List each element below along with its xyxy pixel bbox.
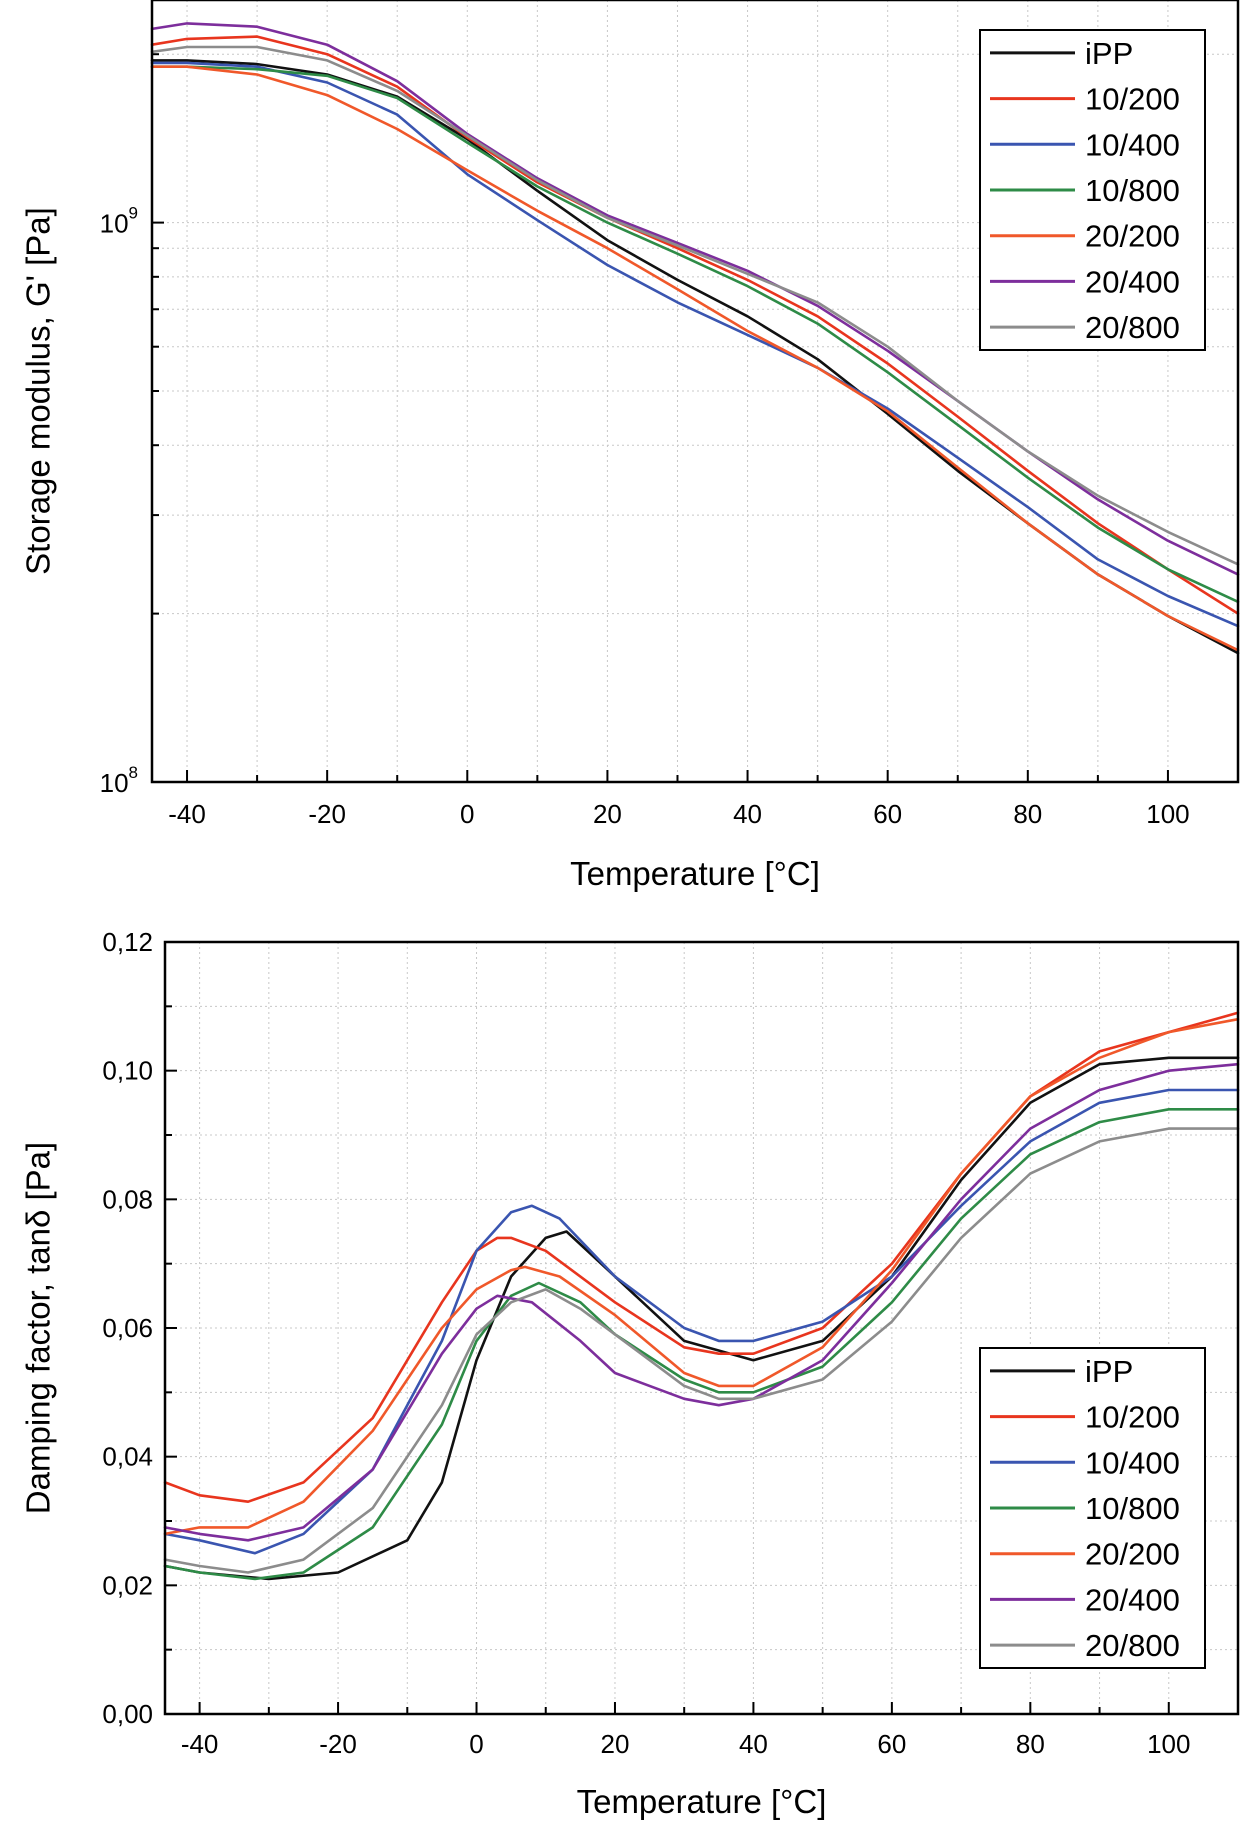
legend-label: 20/400 (1085, 1582, 1180, 1617)
legend-label: 20/800 (1085, 1628, 1180, 1663)
legend-label: 10/800 (1085, 173, 1180, 208)
y-tick-label: 109 (100, 204, 138, 239)
y-axis-title: Storage modulus, G' [Pa] (20, 207, 57, 575)
y-tick-label: 0,12 (102, 927, 153, 957)
x-tick-label: 60 (877, 1729, 906, 1759)
series-line-20-200 (163, 1017, 1240, 1536)
legend-label: iPP (1085, 1354, 1133, 1389)
x-tick-label: 20 (601, 1729, 630, 1759)
series-line-20-800 (150, 45, 1240, 566)
legend-label: 20/400 (1085, 264, 1180, 299)
y-axis: 0,00 0,02 0,04 0,06 0,08 0,10 0,12 (102, 927, 177, 1729)
x-tick-label: 20 (593, 799, 622, 829)
legend-label: 10/400 (1085, 1445, 1180, 1480)
series-group (163, 1011, 1240, 1581)
y-tick-label: 0,02 (102, 1570, 153, 1600)
y-tick-label: 108 (100, 763, 138, 798)
x-tick-label: -40 (168, 799, 206, 829)
y-tick-label: 0,00 (102, 1699, 153, 1729)
x-tick-label: 0 (460, 799, 474, 829)
legend-label: 10/200 (1085, 82, 1180, 117)
x-tick-label: 80 (1016, 1729, 1045, 1759)
x-tick-label: 60 (873, 799, 902, 829)
series-line-10-200 (150, 35, 1240, 615)
x-tick-label: 80 (1013, 799, 1042, 829)
y-tick-label: 0,04 (102, 1442, 153, 1472)
x-axis-title: Temperature [°C] (577, 1783, 827, 1820)
x-axis-title: Temperature [°C] (570, 855, 820, 892)
legend: iPP 10/200 10/400 10/800 20/200 20/400 20/800 (979, 1347, 1206, 1669)
x-tick-label: 100 (1147, 1729, 1190, 1759)
legend-label: 10/800 (1085, 1491, 1180, 1526)
y-axis-title: Damping factor, tanδ [Pa] (20, 1142, 57, 1514)
series-line-20-200 (150, 65, 1240, 652)
x-axis: -40 -20 0 20 40 60 80 100 (181, 1702, 1239, 1759)
x-axis: -40 -20 0 20 40 60 80 100 (168, 770, 1239, 829)
series-line-10-800 (150, 65, 1240, 604)
y-tick-label: 0,08 (102, 1184, 153, 1214)
series-line-20-400 (163, 1062, 1240, 1542)
x-tick-label: -20 (319, 1729, 357, 1759)
x-tick-label: 100 (1146, 799, 1189, 829)
x-tick-label: -40 (181, 1729, 219, 1759)
storage-modulus-chart: -40 -20 0 20 40 60 80 100 Temperature [°C] 108 109… (20, 0, 1240, 892)
x-tick-label: 40 (739, 1729, 768, 1759)
y-axis: 108 109 (100, 53, 164, 798)
legend-label: iPP (1085, 36, 1133, 71)
legend-label: 20/800 (1085, 310, 1180, 345)
y-tick-label: 0,10 (102, 1056, 153, 1086)
x-tick-label: 0 (469, 1729, 483, 1759)
legend-label: 10/200 (1085, 1400, 1180, 1435)
legend: iPP 10/200 10/400 10/800 20/200 20/400 20/800 (979, 29, 1206, 351)
series-group (150, 22, 1240, 655)
series-line-10-400 (163, 1088, 1240, 1555)
legend-box (979, 1347, 1206, 1669)
series-line-20-800 (163, 1127, 1240, 1574)
legend-label: 20/200 (1085, 1537, 1180, 1572)
series-line-iPP (163, 1056, 1240, 1581)
legend-label: 20/200 (1085, 219, 1180, 254)
series-line-10-400 (150, 61, 1240, 628)
legend-label: 10/400 (1085, 127, 1180, 162)
x-tick-label: -20 (308, 799, 346, 829)
x-tick-label: 40 (733, 799, 762, 829)
y-tick-label: 0,06 (102, 1313, 153, 1343)
